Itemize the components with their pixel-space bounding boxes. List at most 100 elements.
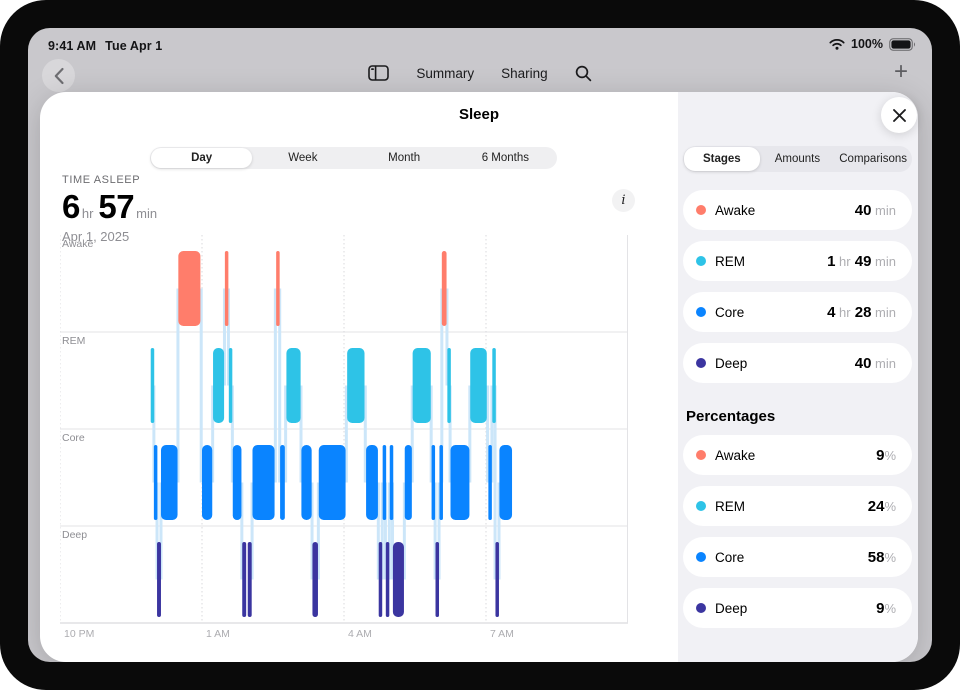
stage-name: Deep bbox=[715, 355, 748, 371]
stage-name: Awake bbox=[715, 447, 756, 463]
segment-core bbox=[153, 445, 158, 520]
stage-value: 40 min bbox=[854, 354, 896, 372]
segment-core bbox=[232, 445, 242, 520]
status-time: 9:41 AM bbox=[48, 39, 97, 53]
stage-percent-card-deep[interactable]: Deep 9% bbox=[683, 588, 912, 628]
segment-deep bbox=[242, 542, 247, 617]
status-time-date: 9:41 AM Tue Apr 1 bbox=[48, 39, 162, 53]
status-bar: 9:41 AM Tue Apr 1 100% bbox=[28, 28, 932, 54]
segment-core bbox=[404, 445, 412, 520]
back-button[interactable] bbox=[42, 59, 75, 92]
segment-rem bbox=[286, 348, 301, 423]
details-tab-comparisons[interactable]: Comparisons bbox=[839, 153, 907, 165]
time-tick-label: 10 PM bbox=[64, 628, 94, 640]
add-button[interactable]: + bbox=[886, 57, 916, 87]
segment-core bbox=[431, 445, 436, 520]
segment-deep bbox=[312, 542, 318, 617]
segment-rem bbox=[492, 348, 496, 423]
segment-deep bbox=[385, 542, 390, 617]
segment-core bbox=[488, 445, 492, 520]
rem-dot-icon bbox=[696, 501, 706, 511]
wifi-icon bbox=[829, 38, 845, 50]
time-tick-label: 4 AM bbox=[348, 628, 372, 640]
time-tick-label: 1 AM bbox=[206, 628, 230, 640]
segment-rem bbox=[412, 348, 431, 423]
info-button[interactable]: i bbox=[612, 189, 635, 212]
segment-deep bbox=[495, 542, 499, 617]
segment-deep bbox=[378, 542, 383, 617]
chart-pane: Day Week Month 6 Months TIME ASLEEP 6 hr 57 mi… bbox=[40, 92, 678, 662]
stage-name: Core bbox=[715, 549, 745, 565]
details-tab-amounts[interactable]: Amounts bbox=[774, 153, 821, 165]
details-segmented-control: Stages Amounts Comparisons bbox=[683, 146, 912, 172]
segment-deep bbox=[392, 542, 404, 617]
row-label-deep: Deep bbox=[62, 529, 87, 541]
segment-awake bbox=[276, 251, 280, 326]
info-icon: i bbox=[621, 193, 626, 208]
stage-percent-card-core[interactable]: Core 58% bbox=[683, 537, 912, 577]
metric-label: TIME ASLEEP bbox=[62, 174, 141, 186]
stage-value: 4 hr 28 min bbox=[827, 303, 896, 321]
close-icon bbox=[892, 108, 906, 122]
segment-core bbox=[252, 445, 275, 520]
segment-core bbox=[318, 445, 346, 520]
stage-duration-card-rem[interactable]: REM 1 hr 49 min bbox=[683, 241, 912, 281]
metric-value: 6 hr 57 min bbox=[62, 188, 162, 226]
range-tab-week[interactable]: Week bbox=[288, 152, 318, 164]
stage-value: 9% bbox=[876, 446, 896, 464]
chevron-left-icon bbox=[54, 67, 64, 84]
segment-core bbox=[301, 445, 312, 520]
stage-name: REM bbox=[715, 498, 745, 514]
segment-core bbox=[389, 445, 394, 520]
deep-dot-icon bbox=[696, 358, 706, 368]
deep-dot-icon bbox=[696, 603, 706, 613]
range-tab-day[interactable]: Day bbox=[151, 148, 253, 168]
segment-awake bbox=[441, 251, 447, 326]
status-date: Tue Apr 1 bbox=[105, 39, 163, 53]
core-dot-icon bbox=[696, 307, 706, 317]
time-range-segmented-control: Day Week Month 6 Months bbox=[150, 147, 557, 169]
core-dot-icon bbox=[696, 552, 706, 562]
segment-core bbox=[382, 445, 387, 520]
range-tab-month[interactable]: Month bbox=[388, 152, 421, 164]
details-panel: Stages Amounts Comparisons Awake 40 min REM 1… bbox=[678, 92, 918, 662]
nav-sharing[interactable]: Sharing bbox=[501, 65, 548, 81]
segment-rem bbox=[150, 348, 155, 423]
stage-name: Awake bbox=[715, 202, 756, 218]
segment-deep bbox=[157, 542, 161, 617]
segment-core bbox=[499, 445, 513, 520]
segment-rem bbox=[447, 348, 451, 423]
segment-core bbox=[202, 445, 213, 520]
nav-summary[interactable]: Summary bbox=[416, 65, 475, 81]
page-title: Sleep bbox=[458, 106, 500, 123]
awake-dot-icon bbox=[696, 450, 706, 460]
segment-core bbox=[280, 445, 285, 520]
segment-core bbox=[450, 445, 470, 520]
stage-value: 1 hr 49 min bbox=[827, 252, 896, 270]
close-button[interactable] bbox=[881, 97, 917, 133]
search-icon[interactable] bbox=[575, 65, 592, 82]
stage-duration-card-core[interactable]: Core 4 hr 28 min bbox=[683, 292, 912, 332]
segment-rem bbox=[347, 348, 365, 423]
stage-name: REM bbox=[715, 253, 745, 269]
details-tab-stages[interactable]: Stages bbox=[684, 147, 760, 171]
stage-duration-card-deep[interactable]: Deep 40 min bbox=[683, 343, 912, 383]
metric-date: Apr 1, 2025 bbox=[62, 229, 130, 244]
plus-icon: + bbox=[893, 58, 908, 85]
time-asleep-metric: TIME ASLEEP 6 hr 57 min Apr 1, 2025 bbox=[62, 174, 162, 244]
segment-deep bbox=[247, 542, 252, 617]
metric-minutes: 57 bbox=[98, 188, 135, 225]
sidebar-toggle-icon[interactable] bbox=[368, 65, 390, 81]
stage-duration-card-awake[interactable]: Awake 40 min bbox=[683, 190, 912, 230]
stage-percent-card-rem[interactable]: REM 24% bbox=[683, 486, 912, 526]
battery-percent: 100% bbox=[851, 37, 883, 51]
percentages-header: Percentages bbox=[686, 408, 776, 425]
range-tab-6-months[interactable]: 6 Months bbox=[481, 152, 530, 164]
stage-value: 24% bbox=[867, 497, 896, 515]
segment-awake bbox=[178, 251, 201, 326]
metric-hours: 6 bbox=[62, 188, 80, 225]
battery-icon bbox=[889, 37, 916, 51]
sleep-stages-chart[interactable]: Awake REM Core Deep 10 PM 1 AM 4 AM 7 AM bbox=[59, 235, 628, 641]
stage-percent-card-awake[interactable]: Awake 9% bbox=[683, 435, 912, 475]
